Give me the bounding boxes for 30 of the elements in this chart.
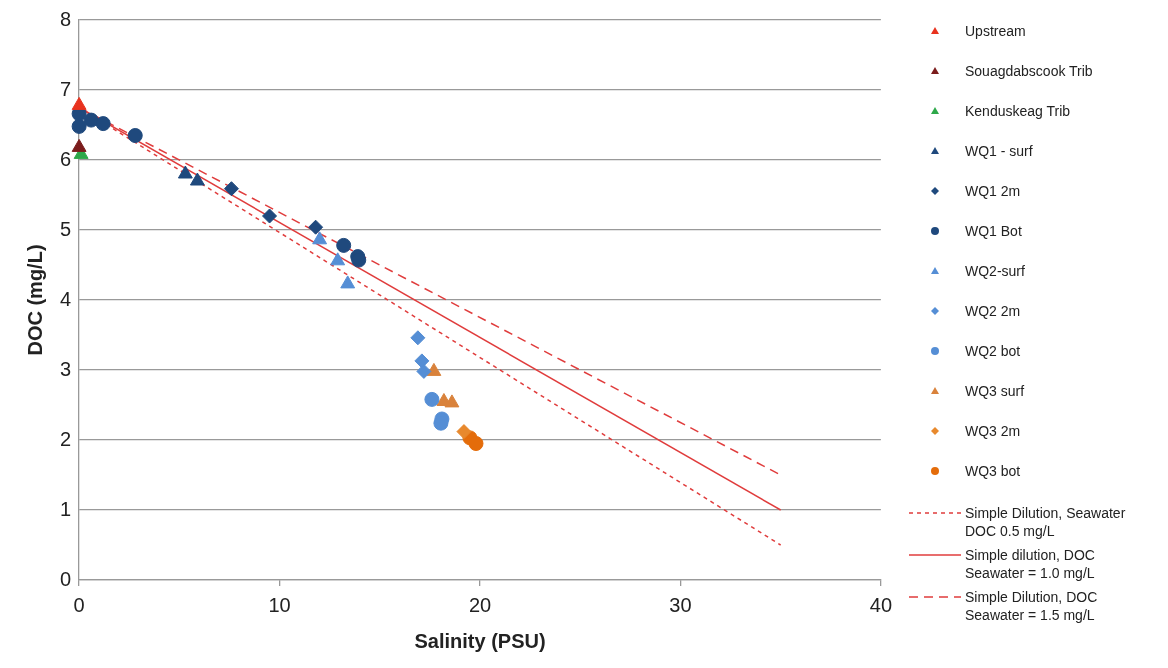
legend-label: WQ2 2m: [965, 302, 1021, 320]
legend-label: Upstream: [965, 22, 1026, 40]
legend-label: Souagdabscook Trib: [965, 62, 1093, 80]
y-tick-label: 1: [60, 497, 72, 520]
x-tick-label: 40: [869, 593, 892, 616]
legend-label: WQ3 surf: [965, 382, 1025, 400]
legend-label: Kenduskeag Trib: [965, 102, 1071, 120]
legend-label: WQ1 2m: [965, 182, 1021, 200]
legend-label: Simple Dilution, Seawater DOC 0.5 mg/L: [965, 504, 1127, 540]
legend-label: WQ3 bot: [965, 462, 1021, 480]
y-tick-label: 6: [60, 147, 72, 170]
legend-label: WQ2-surf: [965, 262, 1025, 280]
y-tick-label: 3: [60, 357, 72, 380]
legend-label: Simple dilution, DOC Seawater = 1.0 mg/L: [965, 546, 1096, 582]
x-tick-label: 30: [669, 593, 692, 616]
legend-label: WQ3 2m: [965, 422, 1021, 440]
x-axis-title: Salinity (PSU): [414, 629, 546, 652]
legend-label: Simple Dilution, DOC Seawater = 1.5 mg/L: [965, 588, 1099, 624]
legend-label: WQ1 Bot: [965, 222, 1022, 240]
y-tick-label: 4: [60, 287, 72, 310]
legend-label: WQ1 - surf: [965, 142, 1033, 160]
y-tick-label: 0: [60, 567, 72, 590]
y-tick-label: 2: [60, 427, 72, 450]
y-tick-label: 5: [60, 217, 72, 240]
legend-label: WQ2 bot: [965, 342, 1021, 360]
x-tick-label: 10: [268, 593, 291, 616]
x-tick-label: 20: [468, 593, 492, 616]
y-tick-label: 7: [60, 77, 72, 100]
y-axis-title: DOC (mg/L): [23, 244, 46, 356]
y-tick-label: 8: [60, 7, 72, 30]
